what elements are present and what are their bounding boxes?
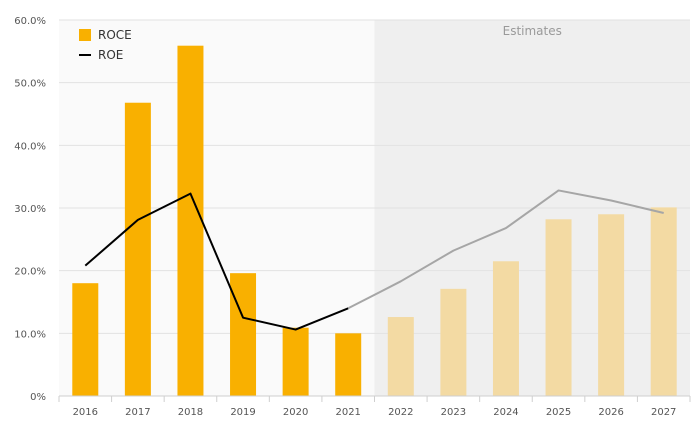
x-tick-label: 2023 xyxy=(441,407,466,418)
y-tick-label: 20.0% xyxy=(14,267,46,278)
roce-bar xyxy=(124,102,151,396)
roce-bar xyxy=(545,219,572,396)
roce-bar xyxy=(72,283,99,396)
legend-swatch-roce xyxy=(79,29,91,41)
y-tick-label: 60.0% xyxy=(14,16,46,27)
x-tick-label: 2025 xyxy=(546,407,571,418)
y-tick-label: 30.0% xyxy=(14,204,46,215)
x-tick-label: 2021 xyxy=(335,407,360,418)
roce-bar xyxy=(492,261,519,396)
x-tick-label: 2027 xyxy=(651,407,676,418)
x-tick-label: 2026 xyxy=(598,407,623,418)
x-tick-label: 2019 xyxy=(230,407,255,418)
y-tick-label: 0% xyxy=(30,392,46,403)
roce-bar xyxy=(440,288,467,396)
x-tick-label: 2017 xyxy=(125,407,150,418)
roce-bar xyxy=(598,214,625,396)
legend-label-roce: ROCE xyxy=(98,28,132,42)
roce-bar xyxy=(650,207,677,396)
roce-bar xyxy=(282,327,309,396)
legend: ROCE ROE xyxy=(79,28,132,62)
x-tick-label: 2018 xyxy=(178,407,203,418)
y-tick-label: 10.0% xyxy=(14,329,46,340)
roe-line-estimate xyxy=(347,189,664,310)
legend-label-roe: ROE xyxy=(98,48,123,62)
y-tick-label: 40.0% xyxy=(14,141,46,152)
y-tick-label: 50.0% xyxy=(14,79,46,90)
roce-bar xyxy=(335,333,362,396)
x-tick-label: 2024 xyxy=(493,407,518,418)
x-tick-label: 2022 xyxy=(388,407,413,418)
roce-bar xyxy=(230,273,257,396)
x-tick-label: 2020 xyxy=(283,407,308,418)
roe-line-actual xyxy=(84,192,349,331)
roce-bar xyxy=(387,317,414,396)
estimates-label: Estimates xyxy=(503,24,562,38)
roce-bar xyxy=(177,45,204,397)
x-tick-label: 2016 xyxy=(73,407,98,418)
